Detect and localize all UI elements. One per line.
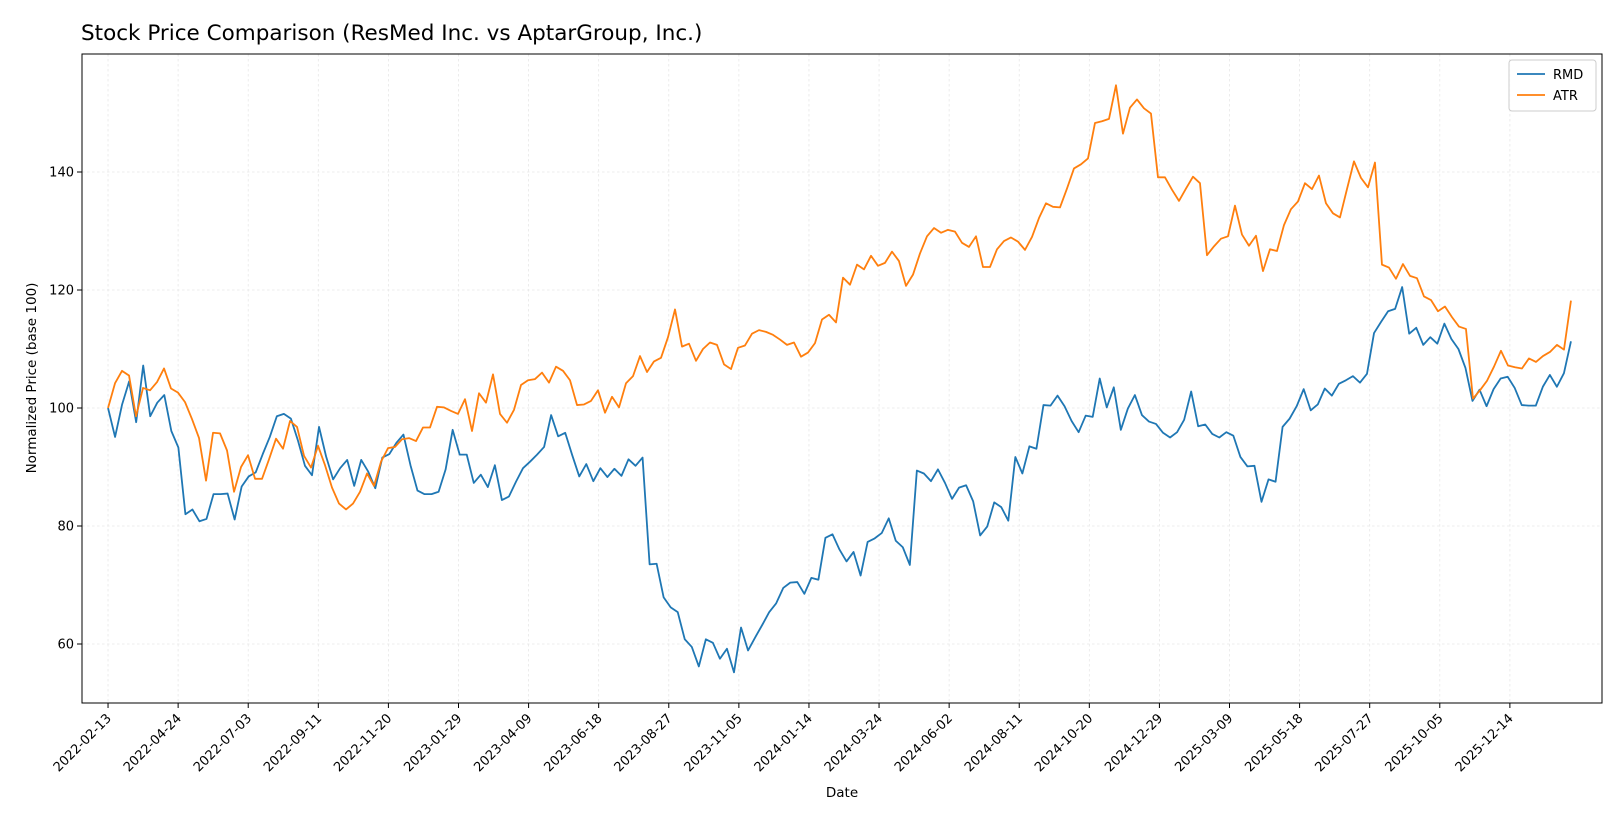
series-lines — [107, 84, 1572, 674]
x-axis-label: Date — [826, 785, 858, 801]
y-tick-label: 120 — [49, 284, 74, 299]
y-tick-label: 60 — [57, 638, 74, 653]
series-line-rmd — [107, 286, 1572, 674]
legend-box — [1508, 59, 1597, 112]
chart-title: Stock Price Comparison (ResMed Inc. vs A… — [81, 21, 702, 46]
grid-lines — [82, 54, 1602, 703]
y-tick-label: 140 — [49, 166, 74, 181]
y-tick-label: 100 — [49, 402, 74, 417]
series-line-atr — [107, 84, 1572, 511]
legend-label: ATR — [1553, 89, 1578, 104]
legend: RMD ATR — [1508, 59, 1597, 112]
y-axis-ticks: 60 80 100 120 140 — [49, 166, 82, 653]
legend-label: RMD — [1553, 68, 1583, 83]
y-axis-label: Normalized Price (base 100) — [24, 283, 40, 474]
y-tick-label: 80 — [57, 520, 74, 535]
plot-area-frame — [81, 53, 1603, 704]
